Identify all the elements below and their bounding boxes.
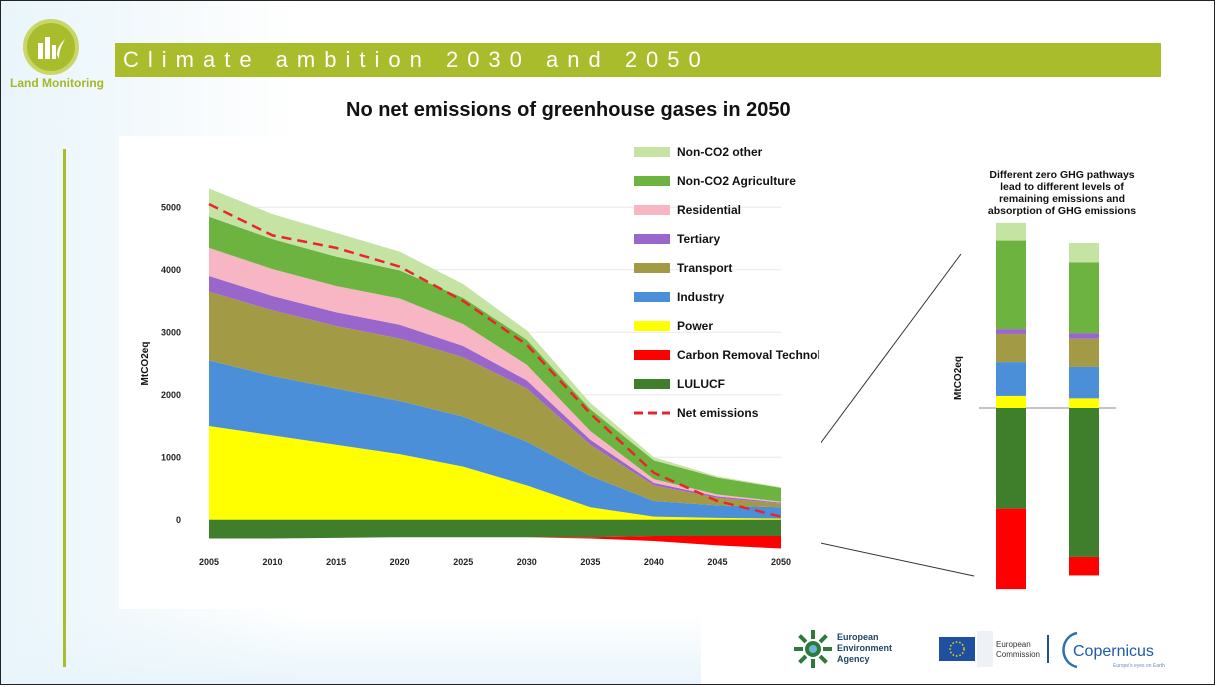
ec-line1: European: [996, 640, 1031, 649]
x-tick-label: 2015: [326, 557, 346, 567]
legend-swatch-lulucf: [634, 379, 670, 389]
bar-segment-non-co2-agriculture: [1069, 262, 1099, 334]
bar-segment-power: [1069, 398, 1099, 408]
copernicus-arc-icon: [1062, 631, 1078, 669]
ec-logo: European Commission: [939, 631, 1049, 667]
logo-label: Land Monitoring: [10, 76, 104, 90]
bar-segment-non-co2-other: [996, 222, 1026, 241]
land-monitoring-logo: [23, 19, 79, 75]
area-tertiary: [209, 276, 781, 504]
bar-segment-power: [996, 395, 1026, 408]
x-tick-label: 2035: [580, 557, 600, 567]
y-tick-label: 5000: [161, 202, 181, 212]
legend-swatch-non-co2-agriculture: [634, 176, 670, 186]
legend-swatch-carbon-removal-technologies: [634, 350, 670, 360]
bar-title-line: Different zero GHG pathways: [989, 169, 1134, 181]
x-tick-label: 2045: [707, 557, 727, 567]
area-non-co2-agriculture: [209, 216, 781, 502]
legend-swatch-power: [634, 321, 670, 331]
copernicus-wordmark: Copernicus: [1073, 643, 1154, 660]
bar-title-line: remaining emissions and: [999, 193, 1125, 205]
legend-label-residential: Residential: [677, 203, 741, 217]
bar-segment-industry: [996, 362, 1026, 396]
slide-title: Climate ambition 2030 and 2050: [123, 47, 710, 72]
eea-logo: European Environment Agency: [794, 630, 892, 668]
area-residential: [209, 247, 781, 503]
x-tick-label: 2005: [199, 557, 219, 567]
y-tick-label: 0: [176, 515, 181, 525]
x-tick-label: 2050: [771, 557, 791, 567]
bar-chart-panel: Different zero GHG pathways lead to diffe…: [810, 136, 1214, 606]
legend-label-tertiary: Tertiary: [677, 232, 720, 246]
legend-swatch-tertiary: [634, 234, 670, 244]
bar-y-axis-label: MtCO2eq: [953, 356, 964, 400]
bar-segment-carbon-removal-technologies: [1069, 556, 1099, 576]
title-bar: Climate ambition 2030 and 2050: [115, 43, 1161, 77]
area-chart: 0 1000 2000 3000 4000 5000 2005 2010 2015 2020 202…: [140, 145, 852, 567]
x-tick-label: 2040: [644, 557, 664, 567]
bar-segment-transport: [1069, 338, 1099, 367]
bar-segment-non-co2-other: [1069, 242, 1099, 263]
factory-leaf-icon: [38, 37, 65, 59]
y-axis-label: MtCO2eq: [140, 342, 151, 386]
footer-logos-svg: European Environment Agency European Com…: [794, 630, 1165, 669]
bar-segment-non-co2-agriculture: [996, 240, 1026, 330]
area-power: [209, 426, 781, 520]
eea-sun-icon: [794, 630, 832, 668]
net-emissions-line: [208, 203, 782, 518]
y-tick-label: 2000: [161, 390, 181, 400]
legend-label-transport: Transport: [677, 261, 732, 275]
legend-label-non-co2-other: Non-CO2 other: [677, 145, 763, 159]
legend-swatch-industry: [634, 292, 670, 302]
y-tick-label: 3000: [161, 327, 181, 337]
bar-title-line: absorption of GHG emissions: [988, 205, 1136, 217]
area-lulucf: [209, 519, 781, 539]
x-tick-label: 2020: [390, 557, 410, 567]
copernicus-tagline: Europe's eyes on Earth: [1113, 663, 1165, 669]
bar-segment-carbon-removal-technologies: [996, 508, 1026, 590]
zoom-line-lower: [810, 540, 975, 577]
eea-line3: Agency: [837, 654, 870, 664]
x-tick-label: 2030: [517, 557, 537, 567]
vertical-rule: [63, 149, 66, 667]
y-tick-label: 1000: [161, 452, 181, 462]
bar-segment-tertiary: [1069, 333, 1099, 339]
area-chart-panel: 0 1000 2000 3000 4000 5000 2005 2010 2015 2020 202…: [119, 136, 852, 609]
area-transport: [209, 291, 781, 508]
eea-line1: European: [837, 632, 879, 642]
legend-label-net-emissions: Net emissions: [677, 406, 759, 420]
legend-label-lulucf: LULUCF: [677, 377, 725, 391]
eea-line2: Environment: [837, 643, 892, 653]
bar-segment-lulucf: [1069, 408, 1099, 557]
x-tick-label: 2010: [263, 557, 283, 567]
x-tick-label: 2025: [453, 557, 473, 567]
bar-segment-lulucf: [996, 408, 1026, 509]
bar-segment-industry: [1069, 366, 1099, 399]
copernicus-logo: Copernicus Europe's eyes on Earth: [1062, 631, 1165, 669]
area-industry: [209, 360, 781, 519]
legend-swatch-transport: [634, 263, 670, 273]
bar-title-line: lead to different levels of: [1000, 181, 1124, 193]
bar-segment-tertiary: [996, 329, 1026, 334]
y-tick-label: 4000: [161, 265, 181, 275]
legend-label-industry: Industry: [677, 290, 725, 304]
legend-swatch-non-co2-other: [634, 147, 670, 157]
legend-label-power: Power: [677, 319, 713, 333]
area-non-co2-other: [209, 188, 781, 488]
chart-title: No net emissions of greenhouse gases in …: [346, 99, 791, 121]
footer-logos: European Environment Agency European Com…: [791, 627, 1191, 675]
area-carbon-removal-technologies: [209, 536, 781, 549]
ec-line2: Commission: [996, 650, 1040, 659]
bottom-gradient: [1, 614, 701, 684]
eu-flag-icon: [939, 637, 975, 661]
zoom-line-upper: [810, 253, 962, 457]
legend-swatch-residential: [634, 205, 670, 215]
legend-label-carbon-removal-technologies: Carbon Removal Technologies: [677, 348, 819, 362]
legend-label-non-co2-agriculture: Non-CO2 Agriculture: [677, 174, 796, 188]
bar-segment-transport: [996, 333, 1026, 363]
